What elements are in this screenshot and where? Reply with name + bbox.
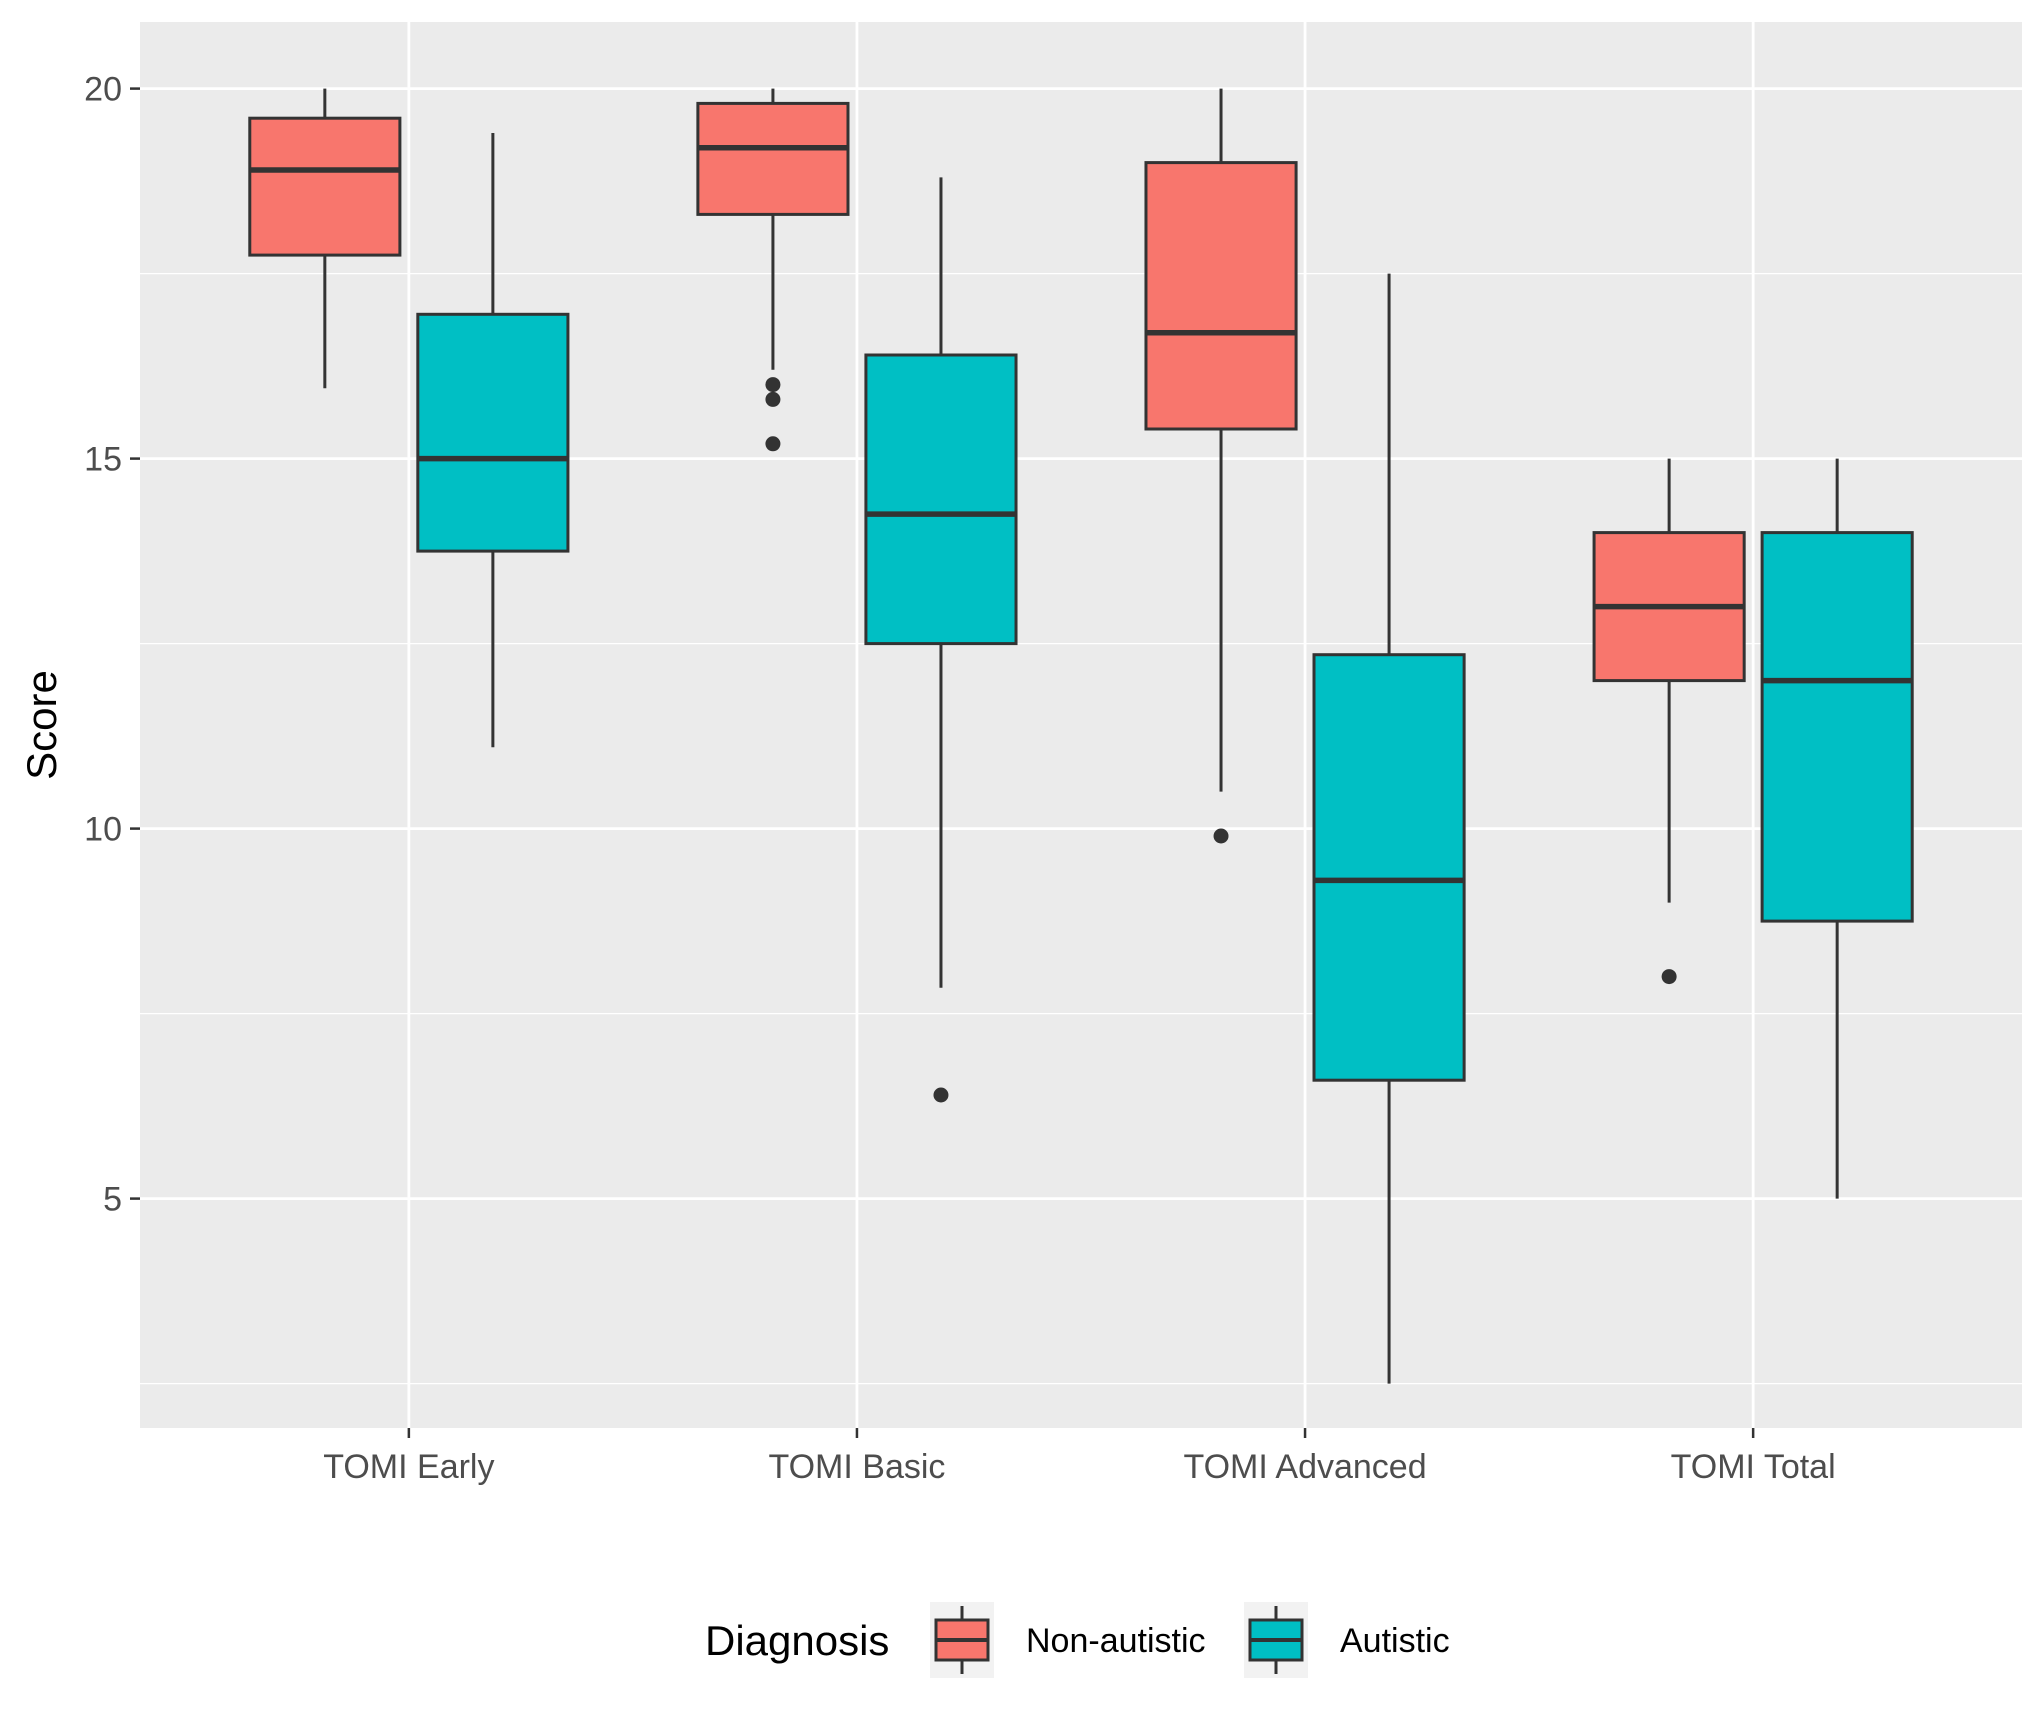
legend-entry: Non-autistic bbox=[930, 1602, 1206, 1678]
legend: Diagnosis Non-autistic Autistic bbox=[705, 1602, 1450, 1678]
box-body bbox=[696, 101, 850, 216]
box bbox=[696, 88, 850, 452]
box-body bbox=[1144, 161, 1298, 431]
y-axis-title: Score bbox=[18, 670, 65, 780]
box bbox=[1592, 458, 1746, 985]
legend-label: Autistic bbox=[1340, 1622, 1450, 1660]
y-tick-label: 10 bbox=[84, 811, 122, 849]
outlier-point bbox=[1661, 969, 1677, 985]
box bbox=[248, 88, 402, 389]
series-non-autistic bbox=[248, 88, 1746, 985]
y-tick-label: 20 bbox=[84, 71, 122, 109]
box-body bbox=[416, 312, 570, 553]
box bbox=[416, 133, 570, 748]
x-axis: TOMI Early TOMI Basic TOMI Advanced TOMI To… bbox=[323, 1428, 1836, 1486]
y-axis: 5 10 15 20 bbox=[84, 71, 140, 1219]
y-tick-label: 5 bbox=[103, 1181, 122, 1219]
x-tick-label: TOMI Total bbox=[1671, 1448, 1836, 1486]
legend-label: Non-autistic bbox=[1026, 1622, 1206, 1660]
box bbox=[864, 177, 1018, 1103]
legend-entry: Autistic bbox=[1244, 1602, 1450, 1678]
outlier-point bbox=[1213, 828, 1229, 844]
x-tick-label: TOMI Basic bbox=[768, 1448, 945, 1486]
series-autistic bbox=[416, 133, 1914, 1384]
box-series bbox=[248, 88, 1914, 1384]
box bbox=[1312, 273, 1466, 1384]
x-tick-label: TOMI Advanced bbox=[1183, 1448, 1426, 1486]
box-body bbox=[248, 116, 402, 257]
outlier-point bbox=[765, 436, 781, 452]
box-body bbox=[1760, 531, 1914, 923]
plot-panel bbox=[140, 22, 2022, 1428]
minor-gridlines bbox=[140, 272, 2022, 1385]
box bbox=[1760, 458, 1914, 1199]
outlier-point bbox=[765, 377, 781, 393]
outlier-point bbox=[933, 1087, 949, 1103]
outlier-point bbox=[765, 391, 781, 407]
x-tick-label: TOMI Early bbox=[323, 1448, 494, 1486]
box bbox=[1144, 88, 1298, 844]
box-body bbox=[864, 353, 1018, 646]
legend-title: Diagnosis bbox=[705, 1617, 889, 1664]
box-body bbox=[1312, 653, 1466, 1082]
y-tick-label: 15 bbox=[84, 441, 122, 479]
